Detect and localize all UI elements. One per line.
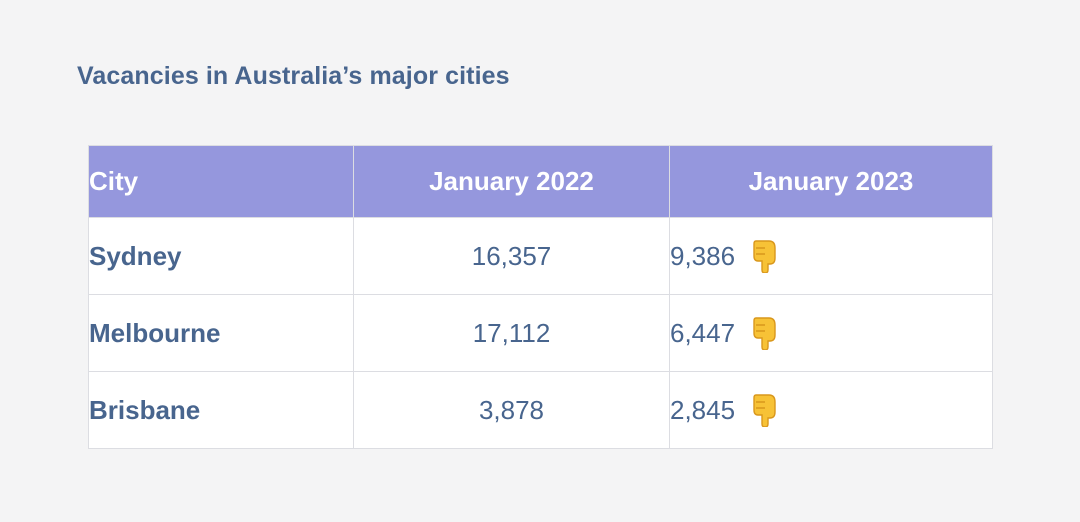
header-january-2022: January 2022	[353, 145, 670, 218]
table-row: Sydney 16,357 9,386	[88, 217, 993, 295]
table-row: Melbourne 17,112 6,447	[88, 294, 993, 372]
city-cell: Sydney	[88, 217, 354, 295]
jan-2022-cell: 3,878	[353, 371, 670, 449]
page-title: Vacancies in Australia’s major cities	[77, 62, 510, 90]
pointing-down-hand-icon	[751, 393, 779, 428]
jan-2023-value: 9,386	[670, 240, 736, 271]
jan-2022-cell: 17,112	[353, 294, 670, 372]
jan-2023-value: 2,845	[670, 394, 736, 425]
jan-2023-cell: 6,447	[669, 294, 993, 372]
pointing-down-hand-icon	[751, 239, 779, 274]
city-cell: Brisbane	[88, 371, 354, 449]
jan-2022-cell: 16,357	[353, 217, 670, 295]
jan-2023-value: 6,447	[670, 317, 736, 348]
header-january-2023: January 2023	[669, 145, 993, 218]
table-header-row: City January 2022 January 2023	[88, 145, 993, 218]
jan-2023-cell: 2,845	[669, 371, 993, 449]
jan-2023-cell: 9,386	[669, 217, 993, 295]
header-city: City	[88, 145, 354, 218]
table-row: Brisbane 3,878 2,845	[88, 371, 993, 449]
vacancies-table: City January 2022 January 2023 Sydney 16…	[88, 145, 993, 449]
pointing-down-hand-icon	[751, 316, 779, 351]
city-cell: Melbourne	[88, 294, 354, 372]
